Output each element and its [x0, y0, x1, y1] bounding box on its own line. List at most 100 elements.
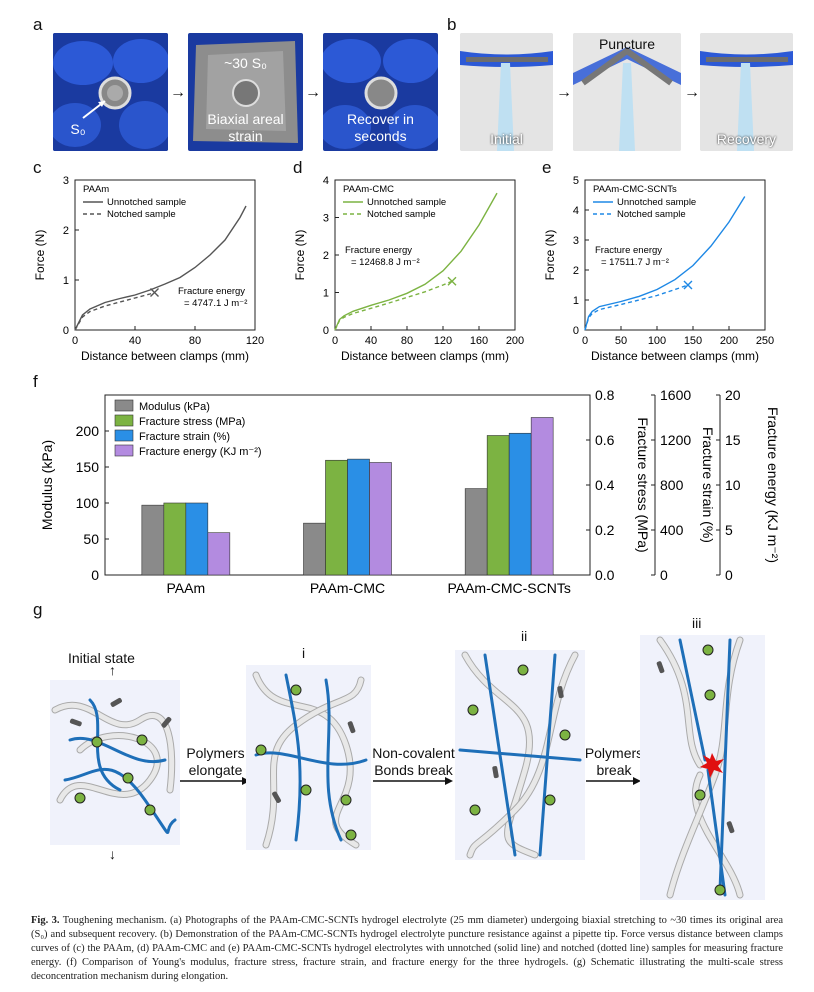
plot-frame	[74, 179, 256, 331]
arrow-right-icon: →	[170, 84, 186, 101]
series-line-solid	[584, 196, 746, 331]
right-tick-label: 0	[725, 567, 733, 583]
right-tick-label: 800	[660, 477, 684, 493]
stage-ii-label: ii	[521, 628, 528, 644]
chart-c-paam: 0 40 80 120 0 1 2 3 Distance between clamps (mm)…	[33, 175, 264, 363]
biaxial-label: Biaxial areal strain	[207, 111, 284, 144]
x-tick-label: 120	[434, 335, 452, 347]
network-stage-i-illustration	[246, 665, 371, 850]
legend-entry: Notched sample	[617, 209, 686, 220]
x-axis-label: Distance between clamps (mm)	[591, 349, 759, 363]
x-axis-label: Distance between clamps (mm)	[81, 349, 249, 363]
category-label: PAAm-CMC	[310, 580, 385, 595]
legend-title: PAAm	[83, 184, 109, 195]
bar	[486, 435, 510, 576]
recovery-label: Recovery	[716, 131, 777, 147]
legend-entry: Unnotched sample	[107, 197, 186, 208]
photo-a1-initial: S₀	[53, 33, 168, 151]
legend-swatch	[114, 414, 134, 427]
legend-entry: Fracture strain (%)	[139, 431, 230, 443]
right-tick-label: 15	[725, 432, 741, 448]
legend-entry: Notched sample	[367, 209, 436, 220]
legend-swatch	[114, 399, 134, 412]
right-tick-label: 0.8	[595, 387, 615, 403]
legend-entry: Unnotched sample	[617, 197, 696, 208]
caption-text: Toughening mechanism. (a) Photographs of…	[31, 915, 783, 982]
x-tick-label: 0	[332, 335, 338, 347]
y-tick-label: 4	[323, 175, 329, 187]
fracture-marker	[683, 280, 693, 290]
annotation-line1: Fracture energy	[345, 245, 412, 256]
recovered-illustration	[323, 33, 438, 151]
annotation-line2: = 17511.7 J m⁻²	[601, 257, 669, 268]
x-tick-label: 160	[470, 335, 488, 347]
y-tick-label: 3	[63, 175, 69, 187]
arrow-right-icon: →	[556, 84, 572, 101]
series-line-dashed	[334, 280, 453, 331]
x-tick-label: 120	[246, 335, 264, 347]
panel-label-g: g	[33, 600, 43, 619]
arrow-right-icon	[586, 777, 641, 785]
annotation-line1: Fracture energy	[178, 286, 245, 297]
caption-label: Fig. 3.	[31, 915, 60, 926]
s0-label: S₀	[70, 121, 86, 137]
x-tick-label: 200	[506, 335, 524, 347]
arrow-right-icon: →	[684, 84, 700, 101]
fracture-marker	[150, 288, 159, 297]
annotation-line2: = 4747.1 J m⁻²	[184, 298, 247, 309]
legend-entry: Fracture energy (KJ m⁻²)	[139, 446, 262, 458]
arrow-down-icon: ↓	[109, 846, 116, 862]
bar	[530, 417, 554, 576]
right-tick-label: 10	[725, 477, 741, 493]
y-axis-label: Modulus (kPa)	[39, 440, 55, 530]
y-axis-label: Force (N)	[543, 230, 557, 281]
bar	[369, 462, 392, 576]
x-tick-label: 0	[582, 335, 588, 347]
y-axis-label: Force (N)	[33, 230, 47, 281]
legend-entry: Unnotched sample	[367, 197, 446, 208]
area-label: ~30 S₀	[224, 55, 267, 71]
bar	[347, 458, 370, 576]
gloved-hands-illustration	[53, 33, 168, 151]
arrow-right-icon	[373, 777, 453, 785]
y-tick-label: 2	[63, 225, 69, 237]
y-tick-label: 1	[573, 295, 579, 307]
right-tick-label: 0.2	[595, 522, 615, 538]
bar	[163, 502, 187, 576]
category-label: PAAm	[167, 580, 206, 595]
y-tick-label: 200	[76, 423, 100, 439]
y-tick-label: 0	[323, 325, 329, 337]
panel-label-c: c	[33, 158, 42, 177]
photo-b3-recovery: Recovery	[700, 33, 793, 151]
x-tick-label: 80	[401, 335, 413, 347]
right-tick-label: 0	[660, 567, 668, 583]
panel-label-a: a	[33, 15, 43, 34]
annotation-line2: = 12468.8 J m⁻²	[351, 257, 420, 268]
series-line-solid	[74, 205, 247, 331]
y-tick-label: 150	[76, 459, 100, 475]
bar	[185, 502, 209, 576]
x-tick-label: 40	[365, 335, 377, 347]
category-label: PAAm-CMC-SCNTs	[447, 580, 570, 595]
pipette-recovery-illustration	[700, 33, 793, 151]
fracture-burst-icon	[700, 753, 724, 778]
legend-swatch	[114, 444, 134, 457]
x-tick-label: 40	[129, 335, 141, 347]
panel-label-e: e	[542, 158, 552, 177]
bar	[508, 432, 532, 576]
photo-a3-recovered: Recover in seconds	[323, 33, 438, 151]
series-line-dashed	[584, 284, 689, 331]
y-tick-label: 4	[573, 205, 579, 217]
y-tick-label: 2	[323, 250, 329, 262]
legend-entry: Notched sample	[107, 209, 176, 220]
x-axis-label: Distance between clamps (mm)	[341, 349, 509, 363]
photo-b1-initial: Initial	[460, 33, 553, 151]
arrow-right-icon	[180, 777, 250, 785]
stretched-membrane-illustration	[188, 33, 303, 151]
right-tick-label: 1600	[660, 387, 691, 403]
y-tick-label: 0	[91, 567, 99, 583]
bar	[207, 532, 231, 576]
y-tick-label: 100	[76, 495, 100, 511]
photo-b2-puncture: Puncture	[573, 33, 681, 151]
